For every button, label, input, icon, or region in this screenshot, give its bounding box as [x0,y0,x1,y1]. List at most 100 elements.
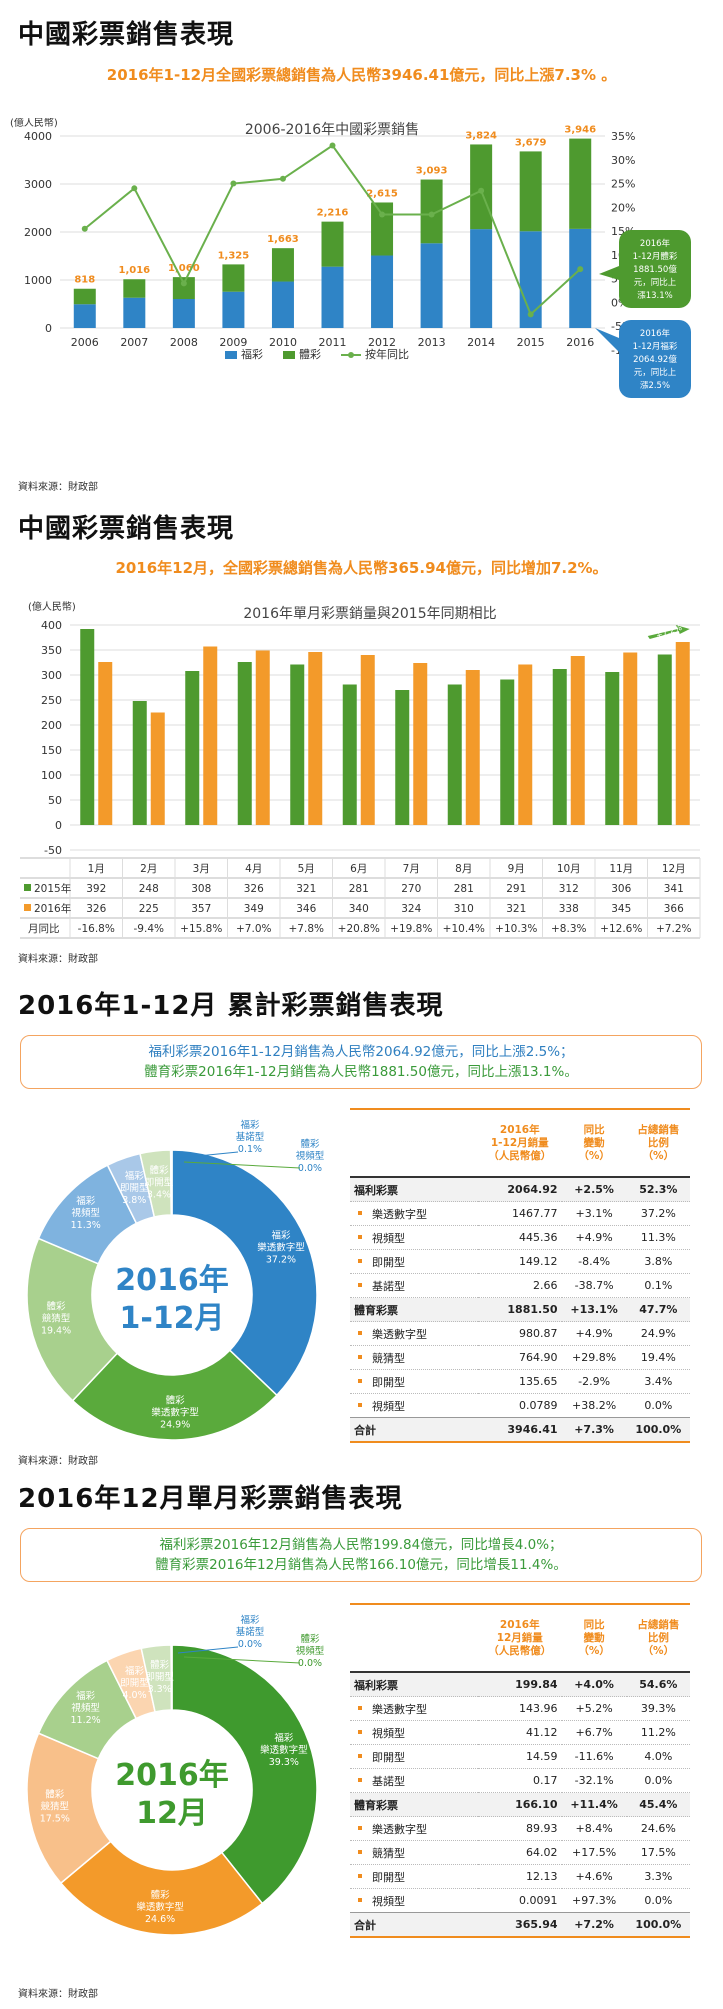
y-tick-label: 300 [41,669,62,682]
total-label: 1,663 [267,234,299,245]
slice-label: 樂透數字型 [136,1901,184,1913]
cell-value: 143.96 [478,1696,562,1721]
donut-center-line1: 2016年 [115,1263,229,1298]
callout-box [619,320,691,398]
cell-share: 4.0% [626,1744,690,1769]
cell-name: 競猜型 [350,1840,478,1865]
bar-fucai [470,229,493,328]
total-label: 3,824 [465,130,497,141]
total-label: 3,679 [515,137,547,148]
table-row: 競猜型 764.90 +29.8% 19.4% [350,1345,690,1370]
x-tick-label: 2008 [170,336,198,349]
section4-summary-welfare: 福利彩票2016年12月銷售為人民幣199.84億元，同比增長4.0%； [159,1537,563,1553]
value-yoy: -16.8% [78,923,115,935]
cell-value: 166.10 [478,1792,562,1817]
bar-2015 [290,664,305,825]
y2-tick-label: 30% [611,154,635,167]
value-yoy: +19.8% [390,923,432,935]
y-tick-label: 250 [41,694,62,707]
cell-share: 0.1% [626,1273,690,1298]
x-tick-label: 6月 [350,863,367,875]
x-tick-label: 2006 [71,336,99,349]
value-2016: 346 [296,903,316,915]
cell-share: 0.0% [626,1393,690,1418]
bar-ticai [172,277,195,300]
yoy-point [180,280,187,287]
bar-2015 [500,679,515,825]
yoy-point [379,211,386,218]
bar-ticai [123,279,146,298]
table-header-row: 2016年 1-12月銷量 （人民幣億） 同比 變動 （%） 占總銷售 比例 （%） [350,1110,690,1178]
cell-value: 2064.92 [478,1177,562,1202]
cell-value: 135.65 [478,1369,562,1394]
bar-2016 [413,663,428,825]
slice-label: 3.3% [148,1684,172,1695]
donut-center-line1: 2016年 [115,1758,229,1793]
y2-tick-label: 25% [611,178,635,191]
y-tick-label: 200 [41,719,62,732]
slice-label: 即開型 [145,1672,174,1683]
table-row: 樂透數字型 1467.77 +3.1% 37.2% [350,1201,690,1226]
value-2015: 270 [401,883,421,895]
header-blank [350,1605,478,1673]
y-tick-label: 3000 [24,178,52,191]
cell-share: 19.4% [626,1345,690,1370]
table-header-row: 2016年 12月銷量 （人民幣億） 同比 變動 （%） 占總銷售 比例 （%） [350,1605,690,1673]
slice-label: 福彩 [125,1665,145,1677]
cell-share: 17.5% [626,1840,690,1865]
x-tick-label: 7月 [403,863,420,875]
value-2016: 357 [191,903,211,915]
value-2016: 324 [401,903,421,915]
bar-fucai [519,231,542,328]
bar-2016 [570,656,585,825]
table-head: 2016年 1-12月銷量 （人民幣億） 同比 變動 （%） 占總銷售 比例 （%） [350,1110,690,1178]
slice-label: 體彩 [300,1633,320,1645]
slice-label: 體彩 [300,1138,320,1150]
bar-ticai [569,138,592,229]
slice-label: 體彩 [149,1164,169,1176]
slice-label: 11.2% [71,1715,101,1726]
bar-fucai [172,299,195,328]
value-yoy: -9.4% [134,923,164,935]
cell-yoy-change: -2.9% [561,1369,627,1394]
value-2016: 326 [86,903,106,915]
y2-tick-label: 35% [611,130,635,143]
cell-yoy-change: -32.1% [561,1768,627,1793]
cell-yoy-change: +7.3% [561,1417,627,1443]
cell-name: 基諾型 [350,1273,478,1298]
cell-name: 樂透數字型 [350,1321,478,1346]
value-yoy: +12.6% [600,923,642,935]
table-row: 視頻型 0.0789 +38.2% 0.0% [350,1393,690,1418]
slice-label: 樂透數字型 [257,1241,305,1253]
cell-yoy-change: +8.4% [561,1816,627,1841]
donut-slice [59,1840,264,1936]
value-2016: 225 [139,903,159,915]
cell-share: 47.7% [626,1297,690,1322]
cell-name: 即開型 [350,1369,478,1394]
cell-yoy-change: -38.7% [561,1273,627,1298]
cell-yoy-change: +4.0% [561,1672,627,1697]
slice-label: 福彩 [240,1614,260,1626]
cell-value: 980.87 [478,1321,562,1346]
table-row: 福利彩票 2064.92 +2.5% 52.3% [350,1177,690,1202]
table-row: 視頻型 41.12 +6.7% 11.2% [350,1720,690,1745]
callout-pointer [595,328,619,352]
x-tick-label: 2011 [319,336,347,349]
table-row: 樂透數字型 980.87 +4.9% 24.9% [350,1321,690,1346]
cell-name: 樂透數字型 [350,1816,478,1841]
slice-label: 福彩 [125,1170,145,1182]
cell-share: 11.3% [626,1225,690,1250]
annual-share-donut: 福彩樂透數字型37.2%體彩樂透數字型24.9%體彩競猜型19.4%福彩視頻型1… [26,1119,325,1441]
total-label: 2,216 [317,208,349,219]
bar-2015 [395,690,410,825]
value-yoy: +7.8% [289,923,324,935]
yoy-point [131,185,138,192]
cell-yoy-change: +38.2% [561,1393,627,1418]
bar-ticai [222,264,245,292]
bar-ticai [519,151,542,232]
table-row: 即開型 135.65 -2.9% 3.4% [350,1369,690,1394]
value-2015: 308 [191,883,211,895]
value-2015: 321 [296,883,316,895]
x-tick-label: 11月 [609,863,633,875]
callout-text: 元，同比上 [634,367,677,378]
